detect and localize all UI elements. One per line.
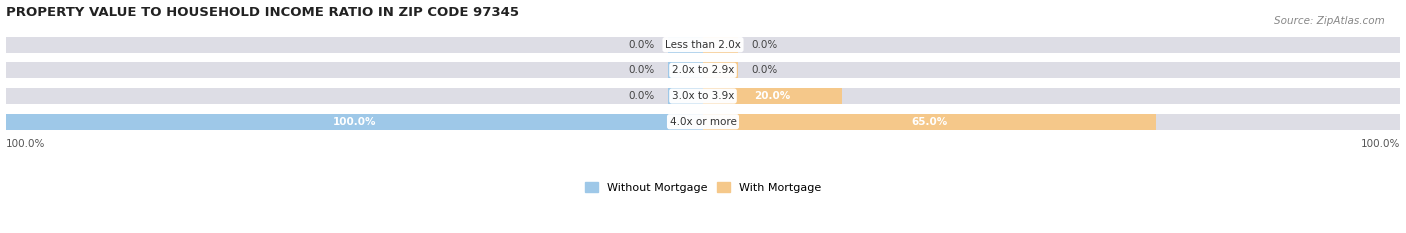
Text: 4.0x or more: 4.0x or more xyxy=(669,117,737,127)
Bar xyxy=(6,88,703,104)
Text: 100.0%: 100.0% xyxy=(333,117,375,127)
Bar xyxy=(6,114,703,130)
Text: 0.0%: 0.0% xyxy=(752,65,778,75)
Bar xyxy=(703,88,1400,104)
Bar xyxy=(703,37,738,53)
Text: 100.0%: 100.0% xyxy=(1361,139,1400,149)
Bar xyxy=(703,37,1400,53)
Bar xyxy=(668,88,703,104)
Bar xyxy=(703,62,1400,78)
Text: 2.0x to 2.9x: 2.0x to 2.9x xyxy=(672,65,734,75)
Text: 0.0%: 0.0% xyxy=(752,40,778,50)
Bar xyxy=(6,62,703,78)
Bar xyxy=(703,114,1400,130)
Bar xyxy=(6,114,703,130)
Bar xyxy=(703,88,842,104)
Legend: Without Mortgage, With Mortgage: Without Mortgage, With Mortgage xyxy=(585,182,821,193)
Bar xyxy=(703,114,1156,130)
Bar xyxy=(668,37,703,53)
Text: 0.0%: 0.0% xyxy=(628,65,654,75)
Bar xyxy=(6,37,703,53)
Text: 3.0x to 3.9x: 3.0x to 3.9x xyxy=(672,91,734,101)
Bar xyxy=(668,62,703,78)
Bar xyxy=(703,62,738,78)
Text: Source: ZipAtlas.com: Source: ZipAtlas.com xyxy=(1274,16,1385,26)
Text: 0.0%: 0.0% xyxy=(628,91,654,101)
Text: Less than 2.0x: Less than 2.0x xyxy=(665,40,741,50)
Text: 65.0%: 65.0% xyxy=(911,117,948,127)
Text: 20.0%: 20.0% xyxy=(755,91,790,101)
Text: 0.0%: 0.0% xyxy=(628,40,654,50)
Text: PROPERTY VALUE TO HOUSEHOLD INCOME RATIO IN ZIP CODE 97345: PROPERTY VALUE TO HOUSEHOLD INCOME RATIO… xyxy=(6,6,519,19)
Text: 100.0%: 100.0% xyxy=(6,139,45,149)
